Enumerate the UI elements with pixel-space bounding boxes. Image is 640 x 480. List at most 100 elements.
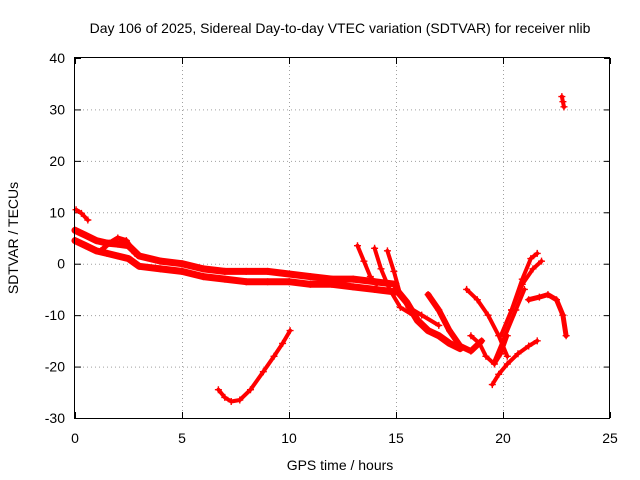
data-point: [558, 93, 566, 101]
data-point: [242, 267, 250, 275]
data-point: [497, 332, 505, 340]
data-point: [306, 280, 314, 288]
data-point: [533, 337, 541, 345]
data-point: [529, 265, 537, 273]
data-point: [553, 296, 560, 304]
data-point: [349, 283, 357, 291]
data-point: [306, 273, 314, 281]
data-point: [413, 316, 421, 324]
data-point: [446, 339, 453, 347]
data-point: [562, 332, 570, 340]
data-point: [221, 275, 229, 283]
data-point: [525, 296, 533, 304]
data-point: [92, 237, 100, 245]
data-point: [484, 311, 492, 319]
series-streak-13h: [355, 243, 379, 287]
x-tick-label: 5: [178, 430, 186, 446]
data-point: [424, 327, 432, 335]
data-point: [286, 327, 294, 335]
data-point: [435, 321, 443, 329]
y-tick-label: 0: [57, 256, 65, 272]
data-point: [456, 342, 464, 350]
y-tick-label: 40: [49, 50, 65, 66]
data-point: [199, 265, 207, 273]
data-point: [122, 237, 130, 245]
data-point: [285, 278, 293, 286]
data-point: [525, 342, 533, 350]
data-point: [135, 262, 143, 270]
y-tick-label: -30: [45, 410, 65, 426]
data-point: [221, 393, 229, 401]
series-dip-18h: [425, 291, 485, 355]
data-point: [527, 255, 535, 263]
data-point: [242, 278, 250, 286]
data-point: [373, 280, 381, 288]
tick-labels: 0 5 10 15 20 25 -30 -20 -10 0 10 20 30 40: [45, 50, 618, 446]
series-low-arc-20h: [490, 338, 540, 387]
data-point: [366, 273, 374, 281]
y-tick-label: 10: [49, 204, 65, 220]
data-point: [97, 247, 105, 255]
data-point: [114, 234, 122, 242]
data-point: [518, 280, 526, 288]
data-point: [82, 231, 90, 239]
data-point: [371, 244, 379, 252]
plot-frame: [74, 57, 610, 419]
data-point: [349, 275, 357, 283]
data-point: [467, 332, 475, 340]
data-point: [473, 296, 481, 304]
x-tick-label: 25: [602, 430, 618, 446]
data-point: [131, 249, 139, 257]
x-tick-label: 15: [388, 430, 404, 446]
data-point: [82, 242, 90, 250]
data-point: [535, 293, 543, 301]
data-point: [105, 239, 113, 247]
data-point: [446, 327, 453, 335]
data-point: [386, 285, 394, 293]
data-point: [199, 273, 207, 281]
data-point: [488, 381, 496, 389]
data-point: [435, 332, 443, 340]
data-point: [559, 98, 567, 106]
data-point: [221, 267, 229, 275]
data-point: [77, 209, 85, 217]
data-point: [270, 352, 278, 360]
data-point: [475, 339, 483, 347]
series-peak-19-5h: [468, 333, 510, 366]
data-point: [383, 247, 391, 255]
data-point: [72, 206, 80, 214]
data-point: [279, 339, 287, 347]
y-axis-label: SDTVAR / TECUs: [5, 182, 21, 294]
series-rise-20-5h: [509, 259, 544, 312]
data-point: [236, 396, 244, 404]
data-point: [328, 280, 336, 288]
data-point: [264, 267, 272, 275]
data-point: [435, 306, 443, 314]
x-tick-label: 20: [495, 430, 511, 446]
x-tick-label: 10: [281, 430, 297, 446]
data-point: [114, 240, 122, 248]
data-point: [463, 285, 471, 293]
data-point: [114, 252, 122, 260]
data-point: [495, 370, 503, 378]
y-tick-label: 30: [49, 101, 65, 117]
data-point: [285, 270, 293, 278]
data-point: [503, 360, 511, 368]
data-point: [424, 291, 432, 299]
data-point: [157, 257, 165, 265]
data-point: [514, 350, 522, 358]
y-tick-label: -10: [45, 307, 65, 323]
data-point: [396, 303, 404, 311]
y-tick-label: 20: [49, 153, 65, 169]
series-rise-19-7h: [492, 287, 527, 364]
x-axis-label: GPS time / hours: [287, 457, 394, 473]
plot-area: [71, 93, 570, 406]
data-point: [214, 386, 222, 394]
data-point: [246, 386, 254, 394]
data-point: [103, 249, 111, 257]
grid: [75, 58, 610, 418]
data-point: [84, 216, 92, 224]
y-tick-label: -20: [45, 359, 65, 375]
data-point: [227, 398, 235, 406]
data-point: [371, 285, 379, 293]
